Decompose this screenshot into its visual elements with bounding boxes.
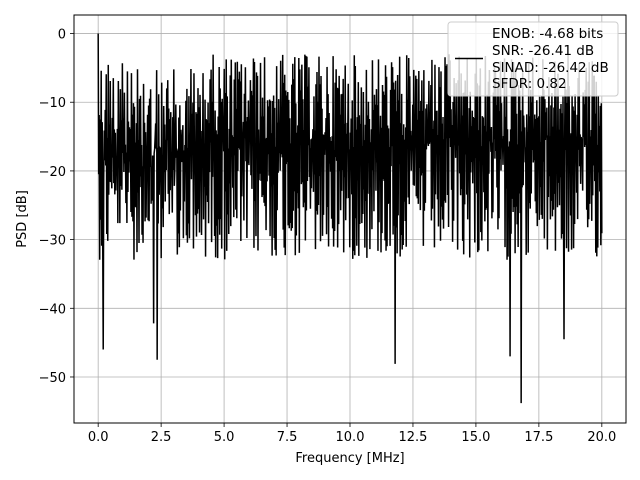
x-tick-label: 12.5 xyxy=(398,430,427,445)
x-tick-label: 17.5 xyxy=(524,430,553,445)
plot-area xyxy=(97,33,603,404)
legend-entry-enob: ENOB: -4.68 bits xyxy=(492,26,603,42)
legend-box xyxy=(447,21,619,97)
legend-entry-sfdr: SFDR: 0.82 xyxy=(492,76,567,92)
x-axis-title: Frequency [MHz] xyxy=(295,451,404,466)
y-axis-ticks: 0 −10 −20 −30 −40 −50 xyxy=(39,28,74,386)
psd-series-line xyxy=(97,33,603,404)
y-tick-label: −20 xyxy=(39,165,66,180)
x-tick-label: 0.0 xyxy=(88,430,109,445)
y-tick-label: −30 xyxy=(39,234,66,249)
y-tick-label: 0 xyxy=(58,28,66,43)
y-tick-label: −50 xyxy=(39,371,66,386)
x-tick-label: 5.0 xyxy=(214,430,235,445)
x-tick-label: 7.5 xyxy=(277,430,298,445)
x-tick-label: 2.5 xyxy=(151,430,172,445)
y-tick-label: −40 xyxy=(39,302,66,317)
legend-entry-sinad: SINAD: -26.42 dB xyxy=(492,60,609,76)
y-tick-label: −10 xyxy=(39,96,66,111)
y-axis-title: PSD [dB] xyxy=(15,190,30,248)
x-tick-label: 20.0 xyxy=(587,430,616,445)
legend-entry-snr: SNR: -26.41 dB xyxy=(492,43,594,59)
x-tick-label: 10.0 xyxy=(336,430,365,445)
x-axis-ticks: 0.0 2.5 5.0 7.5 10.0 12.5 15.0 17.5 20.0 xyxy=(88,423,616,445)
legend: ENOB: -4.68 bits SNR: -26.41 dB SINAD: -… xyxy=(447,21,619,97)
x-tick-label: 15.0 xyxy=(461,430,490,445)
